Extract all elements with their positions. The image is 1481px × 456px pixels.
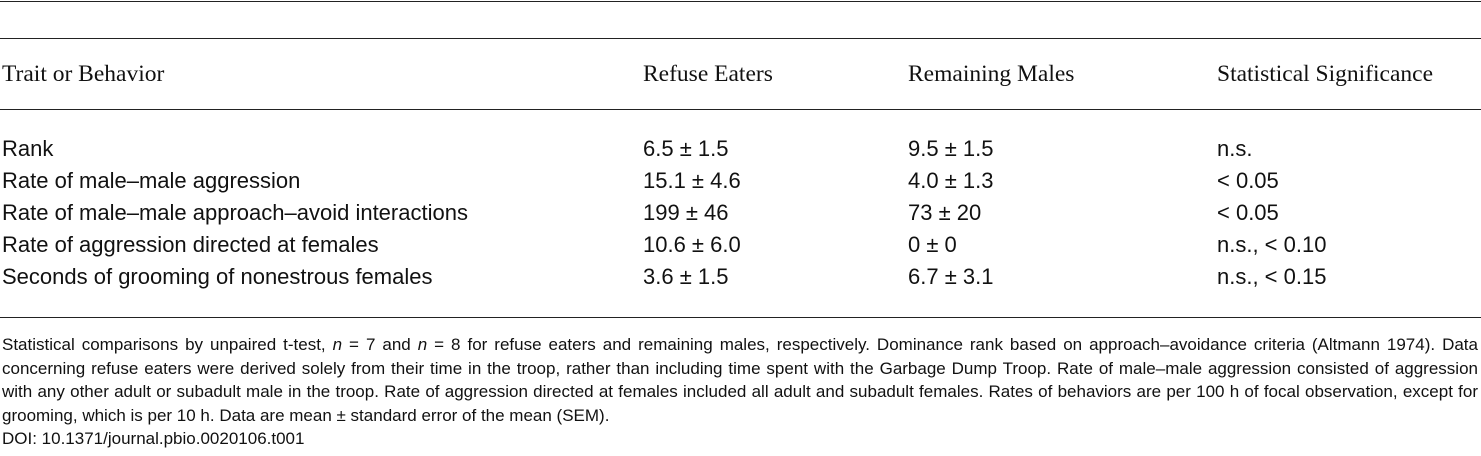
cell-trait: Rank	[2, 136, 54, 161]
cell-trait: Rate of male–male aggression	[2, 168, 301, 193]
header-remaining-males: Remaining Males	[908, 61, 1075, 87]
cell-refuse-eaters: 199 ± 46	[643, 200, 729, 225]
cell-significance: n.s., < 0.10	[1217, 232, 1327, 257]
table-top-rule	[0, 1, 1481, 2]
cell-remaining-males: 4.0 ± 1.3	[908, 168, 994, 193]
table-footnote: Statistical comparisons by unpaired t-te…	[2, 333, 1478, 427]
header-refuse-eaters: Refuse Eaters	[643, 61, 773, 87]
cell-remaining-males: 0 ± 0	[908, 232, 957, 257]
cell-trait: Rate of aggression directed at females	[2, 232, 379, 257]
header-trait-or-behavior: Trait or Behavior	[2, 61, 165, 87]
footnote-part-1: Statistical comparisons by unpaired t-te…	[2, 335, 333, 354]
table-title-rule	[0, 38, 1481, 39]
cell-remaining-males: 6.7 ± 3.1	[908, 264, 994, 289]
cell-refuse-eaters: 6.5 ± 1.5	[643, 136, 729, 161]
footnote-n-variable: n	[332, 335, 343, 354]
cell-refuse-eaters: 15.1 ± 4.6	[643, 168, 741, 193]
header-statistical-significance: Statistical Significance	[1217, 61, 1434, 87]
table-bottom-rule	[0, 317, 1481, 318]
cell-significance: < 0.05	[1217, 200, 1279, 225]
cell-significance: < 0.05	[1217, 168, 1279, 193]
cell-remaining-males: 73 ± 20	[908, 200, 982, 225]
cell-refuse-eaters: 10.6 ± 6.0	[643, 232, 741, 257]
cell-refuse-eaters: 3.6 ± 1.5	[643, 264, 729, 289]
cell-significance: n.s.	[1217, 136, 1253, 161]
cell-trait: Seconds of grooming of nonestrous female…	[2, 264, 433, 289]
cell-remaining-males: 9.5 ± 1.5	[908, 136, 994, 161]
doi-line: DOI: 10.1371/journal.pbio.0020106.t001	[2, 429, 305, 448]
footnote-part-2: = 7 and	[342, 335, 418, 354]
cell-trait: Rate of male–male approach–avoid interac…	[2, 200, 468, 225]
footnote-n-variable: n	[417, 335, 428, 354]
footnote-part-3: = 8 for refuse eaters and remaining male…	[2, 335, 1478, 425]
cell-significance: n.s., < 0.15	[1217, 264, 1327, 289]
table-header-rule	[0, 109, 1481, 110]
